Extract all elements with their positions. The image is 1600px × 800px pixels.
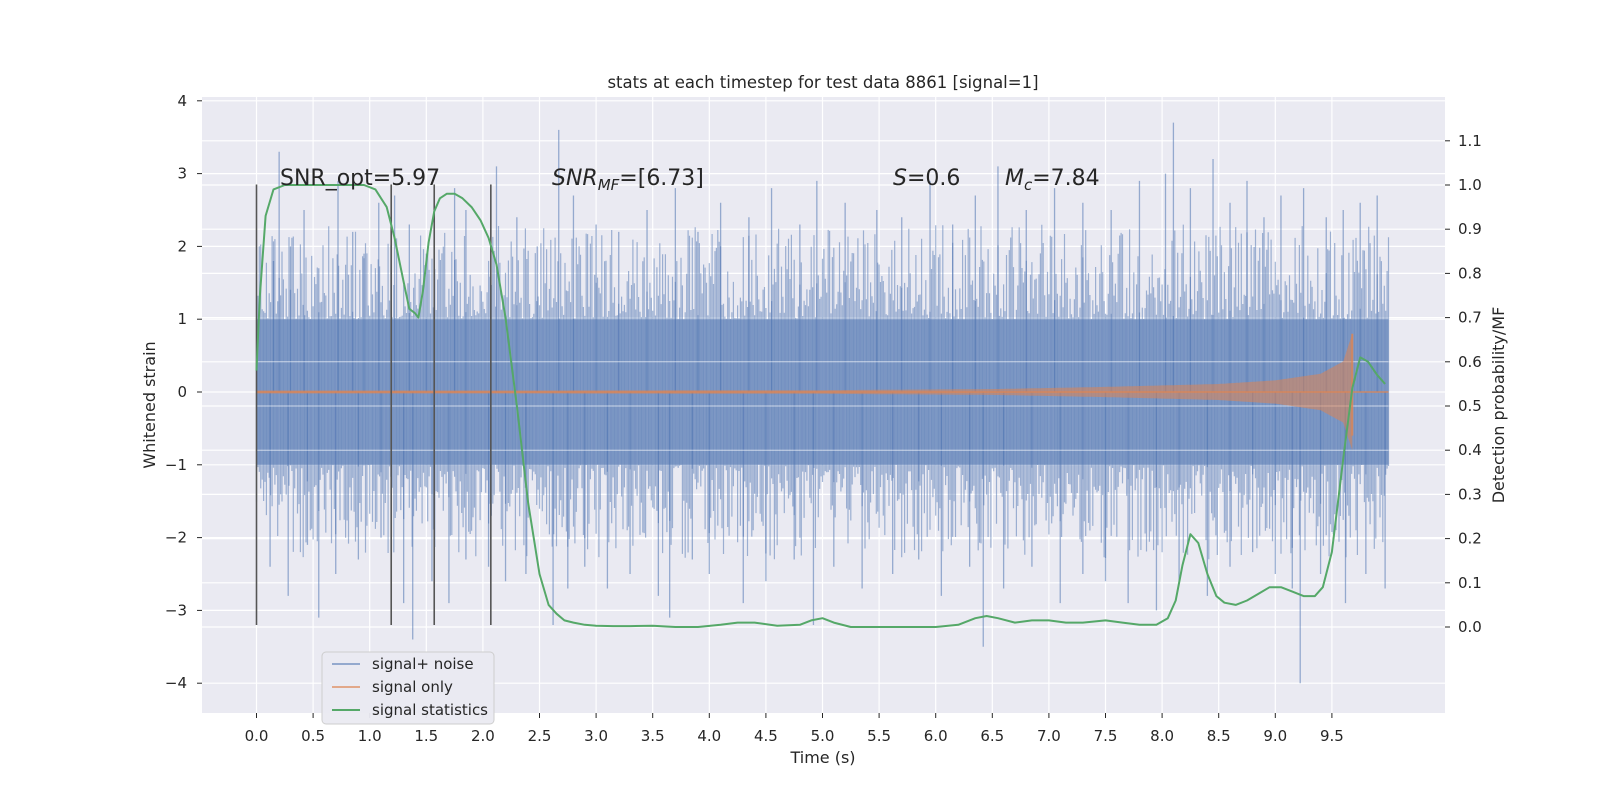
x-tick-label: 7.5 xyxy=(1094,727,1118,745)
annotation-snr-opt: SNR_opt=5.97 xyxy=(280,166,440,191)
y-left-tick-label: 2 xyxy=(177,237,187,255)
series-signal-statistics xyxy=(255,184,1386,628)
y-right-tick-label: 0.5 xyxy=(1458,397,1482,415)
x-tick-label: 2.0 xyxy=(471,727,495,745)
y-right-tick-label: 0.7 xyxy=(1458,309,1482,327)
y-right-tick-label: 0.8 xyxy=(1458,264,1482,282)
y-left-tick-label: −1 xyxy=(165,456,187,474)
y-right-tick-label: 0.9 xyxy=(1458,220,1482,238)
x-tick-label: 1.0 xyxy=(358,727,382,745)
legend-box xyxy=(321,651,495,725)
x-tick-label: 0.0 xyxy=(245,727,269,745)
x-tick-label: 6.5 xyxy=(980,727,1004,745)
x-tick-label: 5.0 xyxy=(811,727,835,745)
legend-label-signal-statistics: signal statistics xyxy=(372,701,488,719)
y-left-axis-title: Whitened strain xyxy=(140,341,159,468)
legend: signal+ noise signal only signal statist… xyxy=(321,651,495,725)
annotation-mc: Mc=7.84 xyxy=(1005,166,1100,194)
x-tick-label: 3.5 xyxy=(641,727,665,745)
y-left-tick-label: −4 xyxy=(165,674,187,692)
y-right-tick-label: 1.1 xyxy=(1458,132,1482,150)
x-tick-label: 8.0 xyxy=(1150,727,1174,745)
x-tick-label: 1.5 xyxy=(414,727,438,745)
x-tick-label: 5.5 xyxy=(867,727,891,745)
legend-label-signal-plus-noise: signal+ noise xyxy=(372,655,474,673)
x-tick-label: 7.0 xyxy=(1037,727,1061,745)
y-right-axis-title: Detection probability/MF xyxy=(1489,307,1508,504)
y-right-tick-label: 0.2 xyxy=(1458,530,1482,548)
x-tick-label: 4.5 xyxy=(754,727,778,745)
y-left-tick-labels: 4 3 2 1 0 −1 −2 −3 −4 xyxy=(165,92,202,692)
y-left-tick-label: −2 xyxy=(165,529,187,547)
annotation-snr-mf: SNRMF=[6.73] xyxy=(552,166,704,194)
x-tick-labels: 0.0 0.5 1.0 1.5 2.0 2.5 3.0 3.5 4.0 4.5 5.0 5.5 6.0 6… xyxy=(245,713,1344,745)
vertical-marker-lines xyxy=(255,184,492,625)
chart-title: stats at each timestep for test data 886… xyxy=(607,73,1038,92)
x-tick-label: 8.5 xyxy=(1207,727,1231,745)
annotation-s: S=0.6 xyxy=(893,166,960,191)
y-right-tick-label: 0.6 xyxy=(1458,353,1482,371)
x-tick-label: 9.0 xyxy=(1263,727,1287,745)
x-tick-label: 6.0 xyxy=(924,727,948,745)
x-tick-label: 9.5 xyxy=(1320,727,1344,745)
y-right-tick-label: 0.1 xyxy=(1458,574,1482,592)
y-left-tick-label: 4 xyxy=(177,92,187,110)
y-right-tick-label: 0.4 xyxy=(1458,441,1482,459)
y-right-tick-labels: 1.1 1.0 0.9 0.8 0.7 0.6 0.5 0.4 0.3 0.2 0.1 0.0 xyxy=(1445,132,1482,636)
x-tick-label: 0.5 xyxy=(301,727,325,745)
y-left-tick-label: 0 xyxy=(177,383,187,401)
x-axis-title: Time (s) xyxy=(789,748,855,767)
y-right-tick-label: 0.3 xyxy=(1458,485,1482,503)
legend-label-signal-only: signal only xyxy=(372,678,453,696)
y-left-tick-label: 3 xyxy=(177,165,187,183)
y-right-tick-label: 0.0 xyxy=(1458,618,1482,636)
x-tick-label: 3.0 xyxy=(584,727,608,745)
statistics-line xyxy=(255,184,1386,628)
y-right-tick-label: 1.0 xyxy=(1458,176,1482,194)
x-tick-label: 2.5 xyxy=(528,727,552,745)
x-tick-label: 4.0 xyxy=(697,727,721,745)
y-left-tick-label: −3 xyxy=(165,601,187,619)
y-left-tick-label: 1 xyxy=(177,310,187,328)
